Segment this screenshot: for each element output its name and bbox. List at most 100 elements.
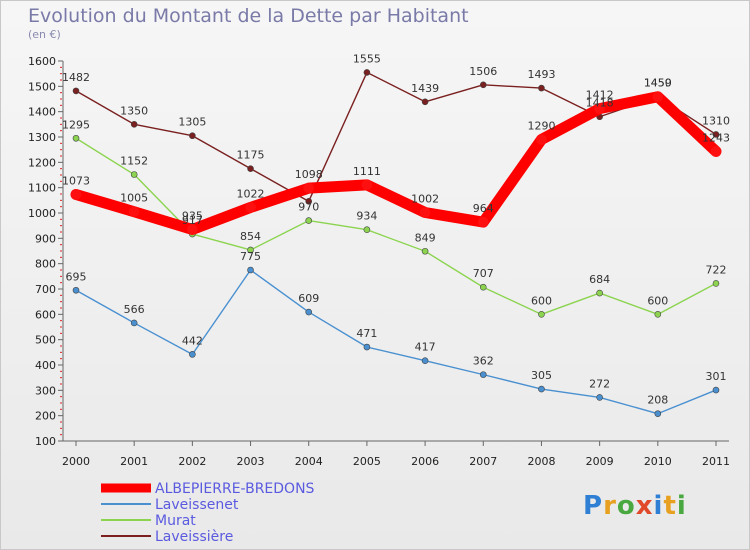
data-label-0: 1290: [527, 120, 555, 133]
data-label-0: 1002: [411, 192, 439, 205]
legend-label-0: ALBEPIERRE-BREDONS: [155, 481, 315, 497]
y-tick-label: 100: [35, 435, 56, 448]
data-label-0: 1098: [295, 168, 323, 181]
series-lines: [70, 69, 722, 417]
data-label-3: 1482: [62, 71, 90, 84]
y-tick-label: 500: [35, 334, 56, 347]
x-tick-label: 2001: [120, 455, 148, 468]
series-point-0: [710, 146, 722, 157]
data-label-1: 417: [415, 341, 436, 354]
series-point-2: [305, 217, 313, 224]
data-label-3: 1305: [178, 116, 206, 129]
series-line-1: [75, 269, 717, 415]
series-point-1: [421, 357, 429, 364]
data-label-0: 1412: [586, 89, 614, 102]
series-point-0: [419, 207, 431, 218]
series-point-2: [247, 246, 254, 254]
data-label-2: 684: [589, 273, 610, 286]
series-point-1: [479, 371, 487, 378]
series-point-3: [421, 98, 429, 106]
legend-label-2: Murat: [155, 513, 196, 529]
x-tick-label: 2007: [469, 455, 497, 468]
series-point-3: [247, 165, 254, 172]
series-point-2: [654, 311, 662, 318]
series-point-3: [130, 121, 138, 128]
series-point-2: [596, 289, 603, 297]
series-point-2: [712, 280, 720, 287]
series-point-0: [70, 189, 82, 200]
data-label-2: 600: [531, 294, 552, 307]
x-tick-label: 2005: [353, 455, 381, 468]
chart-title: Evolution du Montant de la Dette par Hab…: [28, 5, 469, 27]
series-point-2: [538, 311, 545, 318]
series-point-2: [363, 226, 371, 234]
series-point-0: [652, 91, 664, 103]
series-point-2: [72, 134, 80, 142]
series-point-1: [654, 410, 662, 417]
data-label-1: 301: [706, 370, 727, 383]
data-label-0: 1022: [237, 187, 265, 200]
series-point-3: [189, 132, 196, 140]
y-tick-label: 400: [35, 359, 56, 372]
data-label-3: 1350: [120, 104, 148, 117]
data-label-3: 1506: [469, 65, 497, 78]
y-tick-label: 800: [35, 258, 56, 271]
data-label-3: 1175: [237, 149, 265, 162]
series-point-1: [363, 343, 371, 351]
x-tick-label: 2009: [586, 455, 614, 468]
y-tick-label: 1200: [28, 156, 56, 169]
data-label-0: 935: [182, 209, 203, 222]
series-point-3: [363, 69, 371, 76]
data-label-2: 722: [706, 263, 727, 276]
data-label-2: 854: [240, 230, 261, 243]
series-point-1: [130, 319, 138, 327]
series-point-0: [477, 216, 489, 228]
series-point-1: [712, 386, 720, 394]
series-point-3: [712, 131, 720, 138]
y-tick-label: 600: [35, 308, 56, 321]
data-label-2: 707: [473, 267, 494, 280]
x-tick-label: 2000: [62, 455, 90, 468]
y-tick-label: 900: [35, 232, 56, 245]
y-tick-label: 300: [35, 384, 56, 397]
data-label-1: 272: [589, 377, 610, 390]
data-label-1: 362: [473, 355, 494, 368]
data-label-1: 471: [356, 327, 377, 340]
data-label-2: 934: [356, 210, 377, 223]
data-label-0: 1073: [62, 175, 90, 188]
series-point-1: [305, 308, 313, 316]
data-label-2: 917: [182, 214, 203, 227]
series-point-2: [479, 283, 487, 291]
series-point-3: [479, 81, 487, 89]
x-tick-label: 2010: [644, 455, 672, 468]
x-tick-label: 2004: [295, 455, 323, 468]
series-point-1: [72, 286, 80, 294]
data-label-3: 1439: [411, 82, 439, 95]
y-tick-label: 1500: [28, 80, 56, 93]
series-point-0: [594, 103, 605, 114]
series-point-2: [421, 247, 429, 255]
series-point-3: [72, 87, 80, 95]
x-tick-label: 2011: [702, 455, 730, 468]
series-point-1: [538, 385, 545, 393]
x-tick-label: 2003: [237, 455, 265, 468]
data-label-2: 600: [647, 294, 668, 307]
data-label-3: 1493: [527, 68, 555, 81]
series-point-0: [187, 224, 198, 235]
x-tick-label: 2002: [178, 455, 206, 468]
data-label-1: 305: [531, 369, 552, 382]
series-point-1: [247, 266, 254, 274]
series-point-0: [245, 202, 256, 213]
proxiti-logo: Proxiti: [583, 491, 687, 521]
x-tick-label: 2006: [411, 455, 439, 468]
y-tick-label: 200: [35, 410, 56, 423]
data-label-3: 1450: [644, 77, 672, 90]
series-point-1: [189, 351, 196, 358]
legend: ALBEPIERRE-BREDONSLaveissenetMuratLaveis…: [101, 481, 315, 545]
data-label-2: 970: [298, 201, 319, 214]
data-label-3: 1310: [702, 114, 730, 127]
series-point-1: [596, 394, 603, 401]
data-label-0: 1005: [120, 192, 148, 205]
